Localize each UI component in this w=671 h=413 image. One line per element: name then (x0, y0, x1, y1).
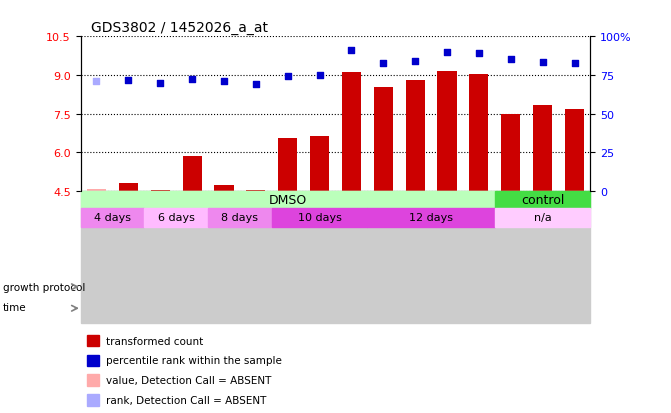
Point (91, 79, 102, 85)
Text: value, Detection Call = ABSENT: value, Detection Call = ABSENT (106, 375, 271, 385)
Bar (87, 189, 106, 192)
Text: percentile rank within the sample: percentile rank within the sample (106, 356, 282, 366)
Bar (470, 74, 488, 192)
Point (410, 58, 421, 65)
Point (474, 51, 484, 57)
Bar (119, 184, 138, 192)
Bar (272, 209, 368, 227)
Point (187, 76, 197, 83)
Bar (342, 73, 361, 192)
Bar (87, 375, 99, 386)
Point (442, 49, 452, 56)
Text: rank, Detection Call = ABSENT: rank, Detection Call = ABSENT (106, 395, 266, 405)
Text: GDS3802 / 1452026_a_at: GDS3802 / 1452026_a_at (91, 21, 268, 35)
Bar (310, 136, 329, 192)
Text: DMSO: DMSO (268, 194, 307, 206)
Bar (87, 335, 99, 347)
Bar (87, 394, 99, 406)
Bar (437, 72, 456, 192)
Bar (533, 105, 552, 192)
Point (282, 74, 293, 81)
Bar (565, 109, 584, 192)
Bar (208, 209, 272, 227)
Bar (495, 209, 590, 227)
Point (155, 80, 166, 87)
Bar (368, 209, 495, 227)
Bar (501, 114, 521, 192)
Bar (81, 192, 495, 209)
Point (219, 79, 229, 85)
Bar (144, 209, 208, 227)
Bar (405, 81, 425, 192)
Text: time: time (3, 303, 26, 313)
Bar (87, 355, 99, 366)
Point (505, 57, 516, 64)
Text: 6 days: 6 days (158, 213, 195, 223)
Bar (495, 192, 590, 209)
Text: control: control (521, 194, 564, 206)
Text: n/a: n/a (534, 213, 552, 223)
Text: 12 days: 12 days (409, 213, 453, 223)
Bar (183, 157, 201, 192)
Bar (215, 185, 234, 192)
Text: 4 days: 4 days (94, 213, 131, 223)
Text: 10 days: 10 days (298, 213, 342, 223)
Point (123, 78, 134, 84)
Point (346, 48, 357, 55)
Bar (81, 209, 144, 227)
Point (250, 81, 261, 88)
FancyBboxPatch shape (81, 192, 590, 323)
Bar (278, 139, 297, 192)
Text: 8 days: 8 days (221, 213, 258, 223)
Text: growth protocol: growth protocol (3, 282, 85, 292)
Bar (374, 88, 393, 192)
Bar (150, 190, 170, 192)
Point (569, 61, 580, 67)
Point (378, 61, 389, 67)
Point (537, 59, 548, 66)
Bar (246, 190, 265, 192)
Text: transformed count: transformed count (106, 336, 203, 346)
Point (314, 72, 325, 79)
